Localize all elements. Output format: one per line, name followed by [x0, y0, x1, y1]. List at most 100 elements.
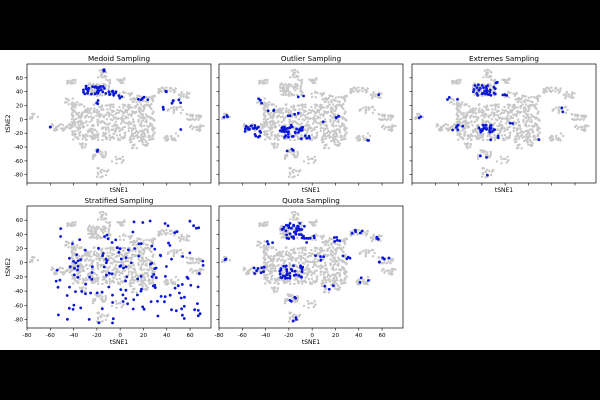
background-point: [265, 134, 268, 138]
background-point: [146, 275, 149, 278]
sampled-point: [173, 231, 177, 235]
background-point: [117, 157, 121, 160]
sampled-point: [272, 108, 276, 112]
background-point: [79, 116, 82, 119]
background-point: [304, 248, 307, 252]
background-point: [114, 116, 117, 119]
background-point: [506, 159, 510, 162]
background-point: [322, 258, 325, 261]
background-point: [128, 138, 131, 141]
x-tick-label: -20: [92, 333, 102, 339]
background-point: [507, 111, 511, 115]
background-point: [289, 76, 292, 79]
background-point: [109, 105, 112, 109]
y-tick-label: 0: [19, 261, 23, 267]
background-point: [132, 243, 135, 247]
background-point: [551, 109, 554, 112]
background-point: [122, 224, 125, 227]
background-point: [137, 135, 140, 138]
background-point: [345, 131, 349, 134]
background-point: [458, 130, 462, 133]
sampled-point: [84, 84, 88, 88]
background-point: [91, 157, 95, 161]
background-point: [308, 267, 311, 271]
background-point: [128, 237, 132, 240]
background-point: [336, 100, 340, 103]
background-point: [141, 258, 144, 261]
background-point: [287, 257, 290, 261]
sampled-point: [91, 85, 94, 88]
background-point: [537, 134, 540, 137]
background-point: [71, 132, 75, 135]
sampled-point: [173, 286, 177, 290]
background-point: [484, 153, 487, 156]
background-point: [143, 104, 146, 107]
background-point: [487, 76, 491, 79]
background-point: [77, 111, 81, 115]
background-point: [264, 224, 267, 228]
background-point: [101, 175, 104, 178]
background-point: [121, 270, 125, 273]
background-point: [61, 267, 64, 270]
background-point: [394, 124, 397, 128]
background-point: [315, 135, 318, 139]
background-point: [520, 110, 523, 114]
background-point: [329, 114, 332, 118]
background-point: [512, 92, 515, 95]
background-point: [99, 153, 102, 156]
background-point: [144, 284, 147, 288]
background-point: [304, 281, 307, 284]
background-point: [517, 137, 521, 140]
background-point: [150, 95, 154, 98]
sampled-point: [118, 96, 122, 100]
background-point: [117, 282, 120, 286]
background-point: [327, 254, 330, 257]
background-point: [107, 115, 111, 118]
background-point: [339, 278, 343, 281]
y-tick-label: 40: [16, 90, 24, 96]
background-point: [141, 284, 144, 287]
background-point: [93, 272, 97, 275]
background-point: [103, 122, 107, 125]
background-point: [31, 115, 34, 118]
background-point: [119, 117, 122, 120]
background-point: [298, 251, 301, 254]
background-point: [142, 261, 145, 264]
background-point: [106, 111, 109, 114]
background-point: [338, 103, 341, 106]
background-point: [179, 239, 182, 242]
background-point: [189, 256, 192, 260]
background-point: [137, 275, 140, 278]
background-point: [497, 105, 500, 109]
background-point: [486, 71, 490, 74]
background-point: [306, 259, 309, 263]
background-point: [268, 272, 271, 276]
x-tick-label: 0: [118, 333, 122, 339]
background-point: [288, 254, 292, 258]
background-point: [280, 120, 283, 124]
sampled-point: [480, 84, 484, 87]
background-point: [139, 265, 143, 269]
background-point: [95, 130, 99, 133]
sampled-point: [285, 149, 289, 153]
background-point: [74, 132, 78, 136]
sampled-point: [291, 149, 295, 152]
background-point: [529, 120, 532, 123]
sampled-point: [283, 127, 287, 130]
background-point: [130, 271, 134, 274]
background-point: [278, 107, 281, 110]
background-point: [309, 221, 312, 224]
background-point: [296, 279, 300, 283]
background-point: [344, 127, 347, 131]
background-point: [107, 256, 111, 259]
background-point: [301, 248, 304, 252]
background-point: [96, 261, 99, 265]
background-point: [265, 102, 268, 105]
background-point: [96, 280, 99, 283]
background-point: [260, 126, 264, 130]
background-point: [476, 157, 480, 161]
background-point: [292, 247, 296, 250]
background-point: [66, 268, 69, 272]
background-point: [104, 318, 108, 322]
